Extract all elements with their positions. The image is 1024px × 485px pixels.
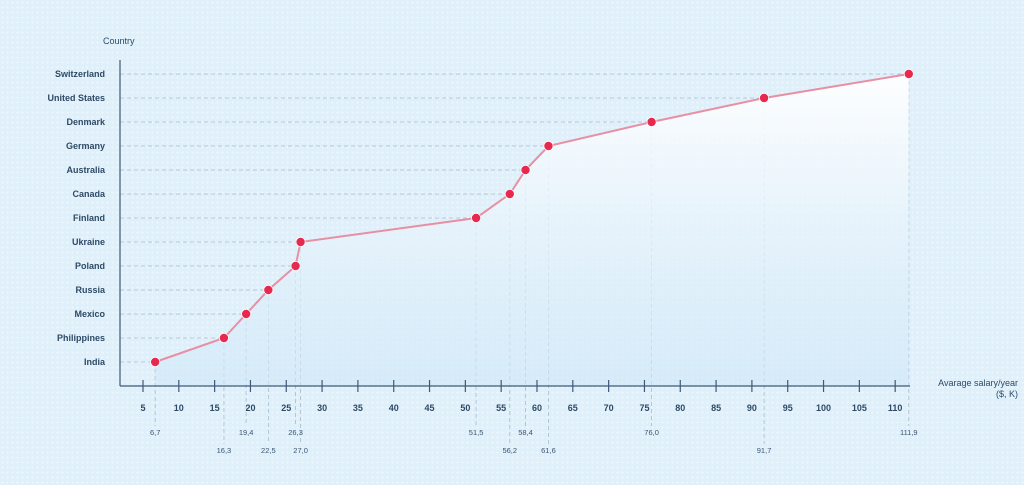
data-point — [295, 236, 306, 247]
data-point — [218, 332, 229, 343]
category-label: India — [84, 357, 106, 367]
data-label: 56,2 — [502, 446, 517, 455]
x-tick-label: 30 — [317, 403, 327, 413]
data-point — [543, 140, 554, 151]
x-tick-label: 50 — [460, 403, 470, 413]
x-tick-label: 35 — [353, 403, 363, 413]
points-layer — [150, 69, 914, 367]
data-label: 111,9 — [900, 428, 918, 437]
x-tick-label: 110 — [888, 403, 903, 413]
x-tick-label: 75 — [639, 403, 649, 413]
category-label: Ukraine — [72, 237, 105, 247]
data-label: 27,0 — [293, 446, 308, 455]
data-label: 76,0 — [644, 428, 659, 437]
data-label: 19,4 — [239, 428, 254, 437]
x-tick-label: 90 — [747, 403, 757, 413]
x-tick-label: 95 — [783, 403, 793, 413]
x-tick-label: 25 — [281, 403, 291, 413]
data-label: 58,4 — [518, 428, 533, 437]
x-tick-label: 100 — [816, 403, 831, 413]
category-label: Russia — [75, 285, 106, 295]
x-tick-label: 80 — [675, 403, 685, 413]
data-label: 6,7 — [150, 428, 160, 437]
area-layer — [155, 74, 909, 386]
data-label: 16,3 — [217, 446, 232, 455]
x-axis-unit: ($, K) — [996, 389, 1018, 399]
data-point — [263, 284, 274, 295]
data-point — [150, 356, 161, 367]
axis-layer — [119, 60, 910, 392]
category-label: Canada — [72, 189, 106, 199]
x-tick-label: 40 — [389, 403, 399, 413]
data-point — [646, 117, 657, 128]
x-tick-label: 15 — [210, 403, 220, 413]
category-label: Denmark — [66, 117, 106, 127]
data-point — [520, 164, 531, 175]
x-tick-label: 20 — [245, 403, 255, 413]
data-point — [241, 308, 252, 319]
data-point — [290, 260, 301, 271]
data-point — [504, 188, 515, 199]
category-label: Philippines — [57, 333, 105, 343]
category-label: Finland — [73, 213, 105, 223]
x-tick-label: 55 — [496, 403, 506, 413]
area-fill — [155, 74, 909, 386]
y-axis-title: Country — [103, 36, 135, 46]
category-label: Australia — [66, 165, 106, 175]
data-label: 26,3 — [288, 428, 303, 437]
labels-layer: India 6,7 Philippines 16,3 Mexico 19,4 Russia 2… — [47, 69, 917, 455]
x-axis-title: Avarage salary/year — [938, 378, 1018, 388]
x-tick-label: 70 — [604, 403, 614, 413]
x-tick-label: 10 — [174, 403, 184, 413]
data-label: 22,5 — [261, 446, 276, 455]
x-tick-label: 60 — [532, 403, 542, 413]
data-label: 91,7 — [757, 446, 772, 455]
data-point — [759, 93, 770, 104]
data-label: 51,5 — [469, 428, 484, 437]
category-label: Mexico — [74, 309, 105, 319]
x-tick-label: 85 — [711, 403, 721, 413]
category-label: Switzerland — [55, 69, 105, 79]
data-point — [903, 69, 914, 80]
category-label: Germany — [66, 141, 105, 151]
category-label: United States — [47, 93, 105, 103]
x-tick-label: 5 — [140, 403, 145, 413]
category-label: Poland — [75, 261, 105, 271]
x-tick-label: 45 — [425, 403, 435, 413]
data-label: 61,6 — [541, 446, 556, 455]
data-point — [471, 212, 482, 223]
x-tick-label: 105 — [852, 403, 867, 413]
x-tick-label: 65 — [568, 403, 578, 413]
